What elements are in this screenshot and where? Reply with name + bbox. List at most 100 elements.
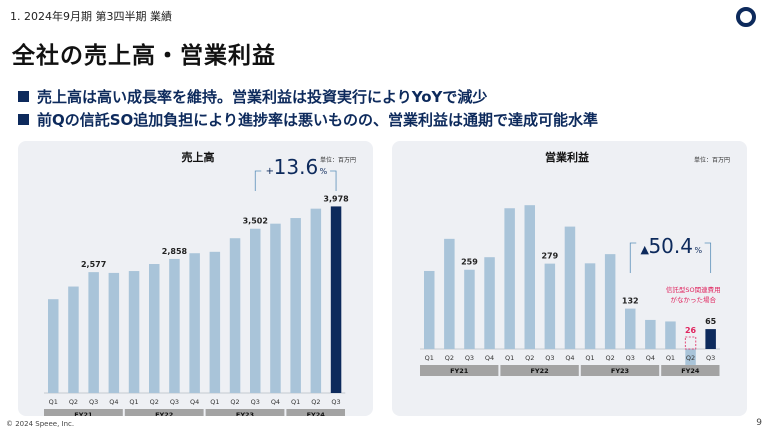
bar: [685, 349, 696, 365]
x-tick-label: Q1: [585, 354, 594, 362]
data-label: 279: [541, 252, 558, 261]
data-label: 3,978: [323, 194, 349, 203]
bar: [270, 223, 281, 393]
fiscal-year-label: FY23: [611, 367, 629, 375]
annotation-prefix: ▲: [640, 243, 649, 256]
operating-profit-chart: 営業利益 単位：百万円 Q1 Q2 Q3 259 Q4 Q1 Q2 Q3 279 Q4 Q1 Q2 Q3 13…: [420, 150, 730, 376]
key-points: 売上高は高い成長率を維持。営業利益は投資実行によりYoYで減少 前Qの信託SO追…: [18, 85, 598, 131]
x-tick-label: Q1: [425, 354, 434, 362]
bar: [128, 271, 140, 393]
chart-title: 営業利益: [545, 150, 589, 164]
x-tick-label: Q4: [271, 398, 280, 406]
fiscal-year-label: FY24: [307, 411, 326, 416]
x-tick-label: Q3: [626, 354, 635, 362]
x-tick-label: Q1: [49, 398, 58, 406]
x-tick-label: Q2: [230, 398, 239, 406]
x-tick-label: Q2: [525, 354, 534, 362]
data-label: 3,502: [243, 217, 268, 226]
x-tick-label: Q2: [445, 354, 454, 362]
fiscal-year-label: FY21: [74, 411, 93, 416]
x-tick-label: Q4: [109, 398, 118, 406]
bracket-left: [629, 242, 637, 273]
square-bullet-icon: [18, 114, 29, 125]
copyright: © 2024 Speee, Inc.: [6, 420, 75, 428]
fiscal-year-band: [286, 409, 345, 416]
unit-note: 単位：百万円: [320, 156, 356, 164]
x-tick-label: Q2: [686, 354, 695, 362]
data-label: 65: [705, 317, 717, 326]
x-tick-label: Q2: [606, 354, 615, 362]
x-tick-label: Q1: [291, 398, 300, 406]
bar: [504, 208, 515, 349]
bar: [665, 321, 676, 349]
bar: [604, 254, 616, 349]
data-label: 26: [685, 326, 697, 335]
bracket-right: [704, 242, 712, 273]
x-tick-label: Q1: [505, 354, 514, 362]
x-tick-label: Q3: [89, 398, 98, 406]
x-tick-label: Q3: [170, 398, 179, 406]
bullet-point: 売上高は高い成長率を維持。営業利益は投資実行によりYoYで減少: [18, 85, 598, 108]
bar: [544, 263, 556, 349]
note-text: 信託型SO関連費用: [666, 285, 721, 294]
x-tick-label: Q2: [69, 398, 78, 406]
fiscal-year-label: FY21: [450, 367, 469, 375]
x-tick-label: Q3: [706, 354, 715, 362]
bullet-point: 前Qの信託SO追加負担により進捗率は悪いものの、営業利益は通期で達成可能水準: [18, 108, 598, 131]
fiscal-year-label: FY22: [155, 411, 173, 416]
fiscal-year-band: [500, 365, 579, 376]
fiscal-year-label: FY24: [681, 367, 700, 375]
x-tick-label: Q1: [210, 398, 219, 406]
bar: [330, 206, 342, 393]
fiscal-year-band: [580, 365, 660, 376]
x-tick-label: Q4: [565, 354, 574, 362]
annotation-unit: %: [320, 167, 328, 176]
page-title: 全社の売上高・営業利益: [12, 43, 276, 69]
bar: [484, 257, 495, 349]
data-label: 259: [461, 258, 478, 267]
bar: [524, 205, 535, 349]
bar: [68, 286, 79, 393]
annotation-value: 50.4: [648, 234, 693, 258]
annotation-prefix: +: [266, 166, 274, 177]
page-number: 9: [756, 418, 762, 428]
fiscal-year-label: FY22: [530, 367, 548, 375]
fiscal-year-band: [661, 365, 720, 376]
bar: [705, 329, 716, 349]
bar: [444, 238, 455, 349]
bar: [48, 299, 59, 393]
dashed-bar-marker: [684, 336, 697, 350]
bar: [229, 238, 241, 393]
fiscal-year-band: [124, 409, 204, 416]
x-tick-label: Q4: [646, 354, 655, 362]
x-tick-label: Q1: [666, 354, 675, 362]
x-tick-label: Q4: [485, 354, 494, 362]
bar: [310, 208, 322, 393]
bar: [189, 253, 200, 393]
annotation-value: 13.6: [274, 155, 319, 179]
x-tick-label: Q3: [331, 398, 340, 406]
data-label: 132: [622, 297, 639, 306]
sales-chart-panel: 売上高 単位：百万円 Q1 Q2 Q3 2,577 Q4 Q1 Q2 Q3 2,858 Q4 Q1 Q2 Q…: [18, 141, 373, 416]
x-tick-label: Q4: [190, 398, 199, 406]
bar: [108, 272, 120, 393]
bar: [88, 272, 99, 393]
bar: [645, 319, 656, 349]
data-label: 2,577: [81, 260, 106, 269]
bar: [209, 251, 221, 393]
square-bullet-icon: [18, 91, 29, 102]
chart-title: 売上高: [182, 150, 215, 164]
bullet-text: 前Qの信託SO追加負担により進捗率は悪いものの、営業利益は通期で達成可能水準: [37, 111, 599, 129]
x-tick-label: Q3: [251, 398, 260, 406]
x-tick-label: Q2: [311, 398, 320, 406]
x-tick-label: Q3: [545, 354, 554, 362]
bar: [625, 308, 636, 349]
bar: [290, 218, 301, 393]
note-text: がなかった場合: [671, 295, 717, 304]
fiscal-year-band: [420, 365, 499, 376]
data-label: 2,858: [162, 247, 188, 256]
x-tick-label: Q1: [129, 398, 138, 406]
bracket-right: [330, 170, 337, 191]
sales-chart: 売上高 単位：百万円 Q1 Q2 Q3 2,577 Q4 Q1 Q2 Q3 2,858 Q4 Q1 Q2 Q…: [44, 150, 356, 416]
bar: [250, 228, 261, 393]
